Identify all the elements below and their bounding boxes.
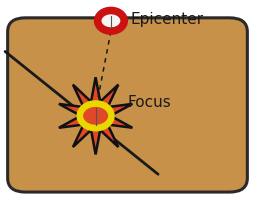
Polygon shape — [59, 77, 132, 154]
FancyBboxPatch shape — [8, 18, 246, 192]
Text: Epicenter: Epicenter — [130, 12, 202, 27]
Text: Focus: Focus — [127, 95, 171, 110]
Circle shape — [97, 10, 124, 31]
